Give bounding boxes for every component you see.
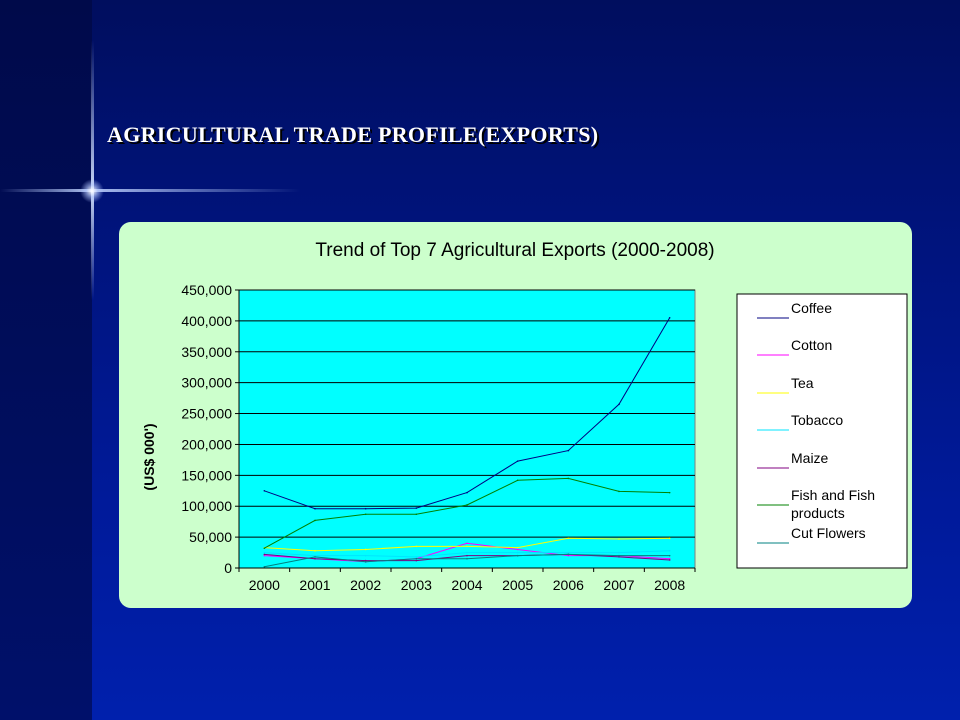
data-point xyxy=(314,554,316,557)
data-point xyxy=(668,559,671,561)
data-point xyxy=(466,491,468,494)
data-point xyxy=(263,551,266,554)
data-point xyxy=(364,507,367,510)
y-tick-label: 200,000 xyxy=(181,436,232,452)
data-point xyxy=(567,449,570,452)
light-flare-vertical xyxy=(91,40,94,300)
legend-label: Maize xyxy=(791,450,829,466)
data-point xyxy=(466,554,468,557)
data-point xyxy=(567,554,570,557)
x-tick-label: 2004 xyxy=(451,577,482,593)
x-tick-label: 2005 xyxy=(502,577,533,593)
data-point xyxy=(516,460,519,462)
data-point xyxy=(567,477,570,480)
data-point xyxy=(668,491,671,494)
data-point xyxy=(415,557,418,560)
data-point xyxy=(516,546,519,549)
x-tick-label: 2001 xyxy=(299,577,330,593)
line-chart: Trend of Top 7 Agricultural Exports (200… xyxy=(141,240,908,593)
y-axis-label: (US$ 000') xyxy=(141,423,157,490)
data-point xyxy=(668,557,671,560)
data-point xyxy=(567,551,570,554)
slide-title: AGRICULTURAL TRADE PROFILE(EXPORTS) xyxy=(107,122,599,147)
data-point xyxy=(516,551,519,554)
light-flare-core xyxy=(80,179,104,203)
legend-label: Cut Flowers xyxy=(791,525,866,541)
data-point xyxy=(567,537,570,540)
legend-label: Tea xyxy=(791,375,814,391)
data-point xyxy=(668,537,671,540)
x-tick-label: 2002 xyxy=(350,577,381,593)
y-tick-label: 450,000 xyxy=(181,282,232,298)
y-tick-label: 350,000 xyxy=(181,344,232,360)
y-tick-label: 300,000 xyxy=(181,375,232,391)
data-point xyxy=(516,548,519,551)
data-point xyxy=(314,557,316,560)
light-flare-horizontal xyxy=(0,189,300,192)
data-point xyxy=(364,554,367,557)
data-point xyxy=(314,556,316,558)
data-point xyxy=(618,556,620,558)
data-point xyxy=(618,554,620,557)
legend-label: Fish and Fish products xyxy=(791,487,875,521)
data-point xyxy=(618,490,620,493)
legend-label: Coffee xyxy=(791,300,832,316)
legend-label: Cotton xyxy=(791,337,832,353)
data-point xyxy=(668,549,671,552)
y-tick-label: 50,000 xyxy=(189,529,232,545)
x-tick-label: 2007 xyxy=(603,577,634,593)
y-tick-label: 0 xyxy=(224,560,232,576)
data-point xyxy=(466,504,468,506)
data-point xyxy=(263,489,266,492)
data-point xyxy=(263,565,266,568)
legend-label: Tobacco xyxy=(791,412,843,428)
data-point xyxy=(668,554,671,557)
data-point xyxy=(668,317,671,319)
data-point xyxy=(314,519,316,522)
y-tick-label: 250,000 xyxy=(181,406,232,422)
chart-title: Trend of Top 7 Agricultural Exports (200… xyxy=(315,240,714,261)
data-point xyxy=(415,556,418,558)
data-point xyxy=(567,553,570,556)
data-point xyxy=(516,554,519,557)
data-point xyxy=(618,538,620,540)
data-point xyxy=(415,559,418,562)
x-tick-label: 2008 xyxy=(654,577,685,593)
data-point xyxy=(364,561,367,563)
data-point xyxy=(466,542,468,545)
data-point xyxy=(364,513,367,516)
data-point xyxy=(263,554,266,557)
plot-area xyxy=(238,289,696,569)
data-point xyxy=(466,545,468,548)
data-point xyxy=(618,551,620,554)
data-point xyxy=(364,548,367,551)
left-decor-band xyxy=(0,0,92,720)
data-point xyxy=(263,547,266,550)
data-point xyxy=(263,553,266,556)
y-tick-label: 150,000 xyxy=(181,467,232,483)
data-point xyxy=(415,513,418,516)
x-tick-label: 2006 xyxy=(553,577,584,593)
data-point xyxy=(314,549,316,552)
y-tick-label: 400,000 xyxy=(181,313,232,329)
x-tick-label: 2003 xyxy=(401,577,432,593)
data-point xyxy=(415,507,418,509)
data-point xyxy=(466,557,468,560)
data-point xyxy=(415,545,418,548)
data-point xyxy=(618,403,620,406)
data-point xyxy=(364,559,367,562)
data-point xyxy=(314,507,316,510)
y-tick-label: 100,000 xyxy=(181,498,232,514)
x-tick-label: 2000 xyxy=(249,577,280,593)
data-point xyxy=(466,551,468,554)
data-point xyxy=(516,479,519,482)
chart-panel: Trend of Top 7 Agricultural Exports (200… xyxy=(119,222,912,608)
legend-box xyxy=(736,293,908,569)
